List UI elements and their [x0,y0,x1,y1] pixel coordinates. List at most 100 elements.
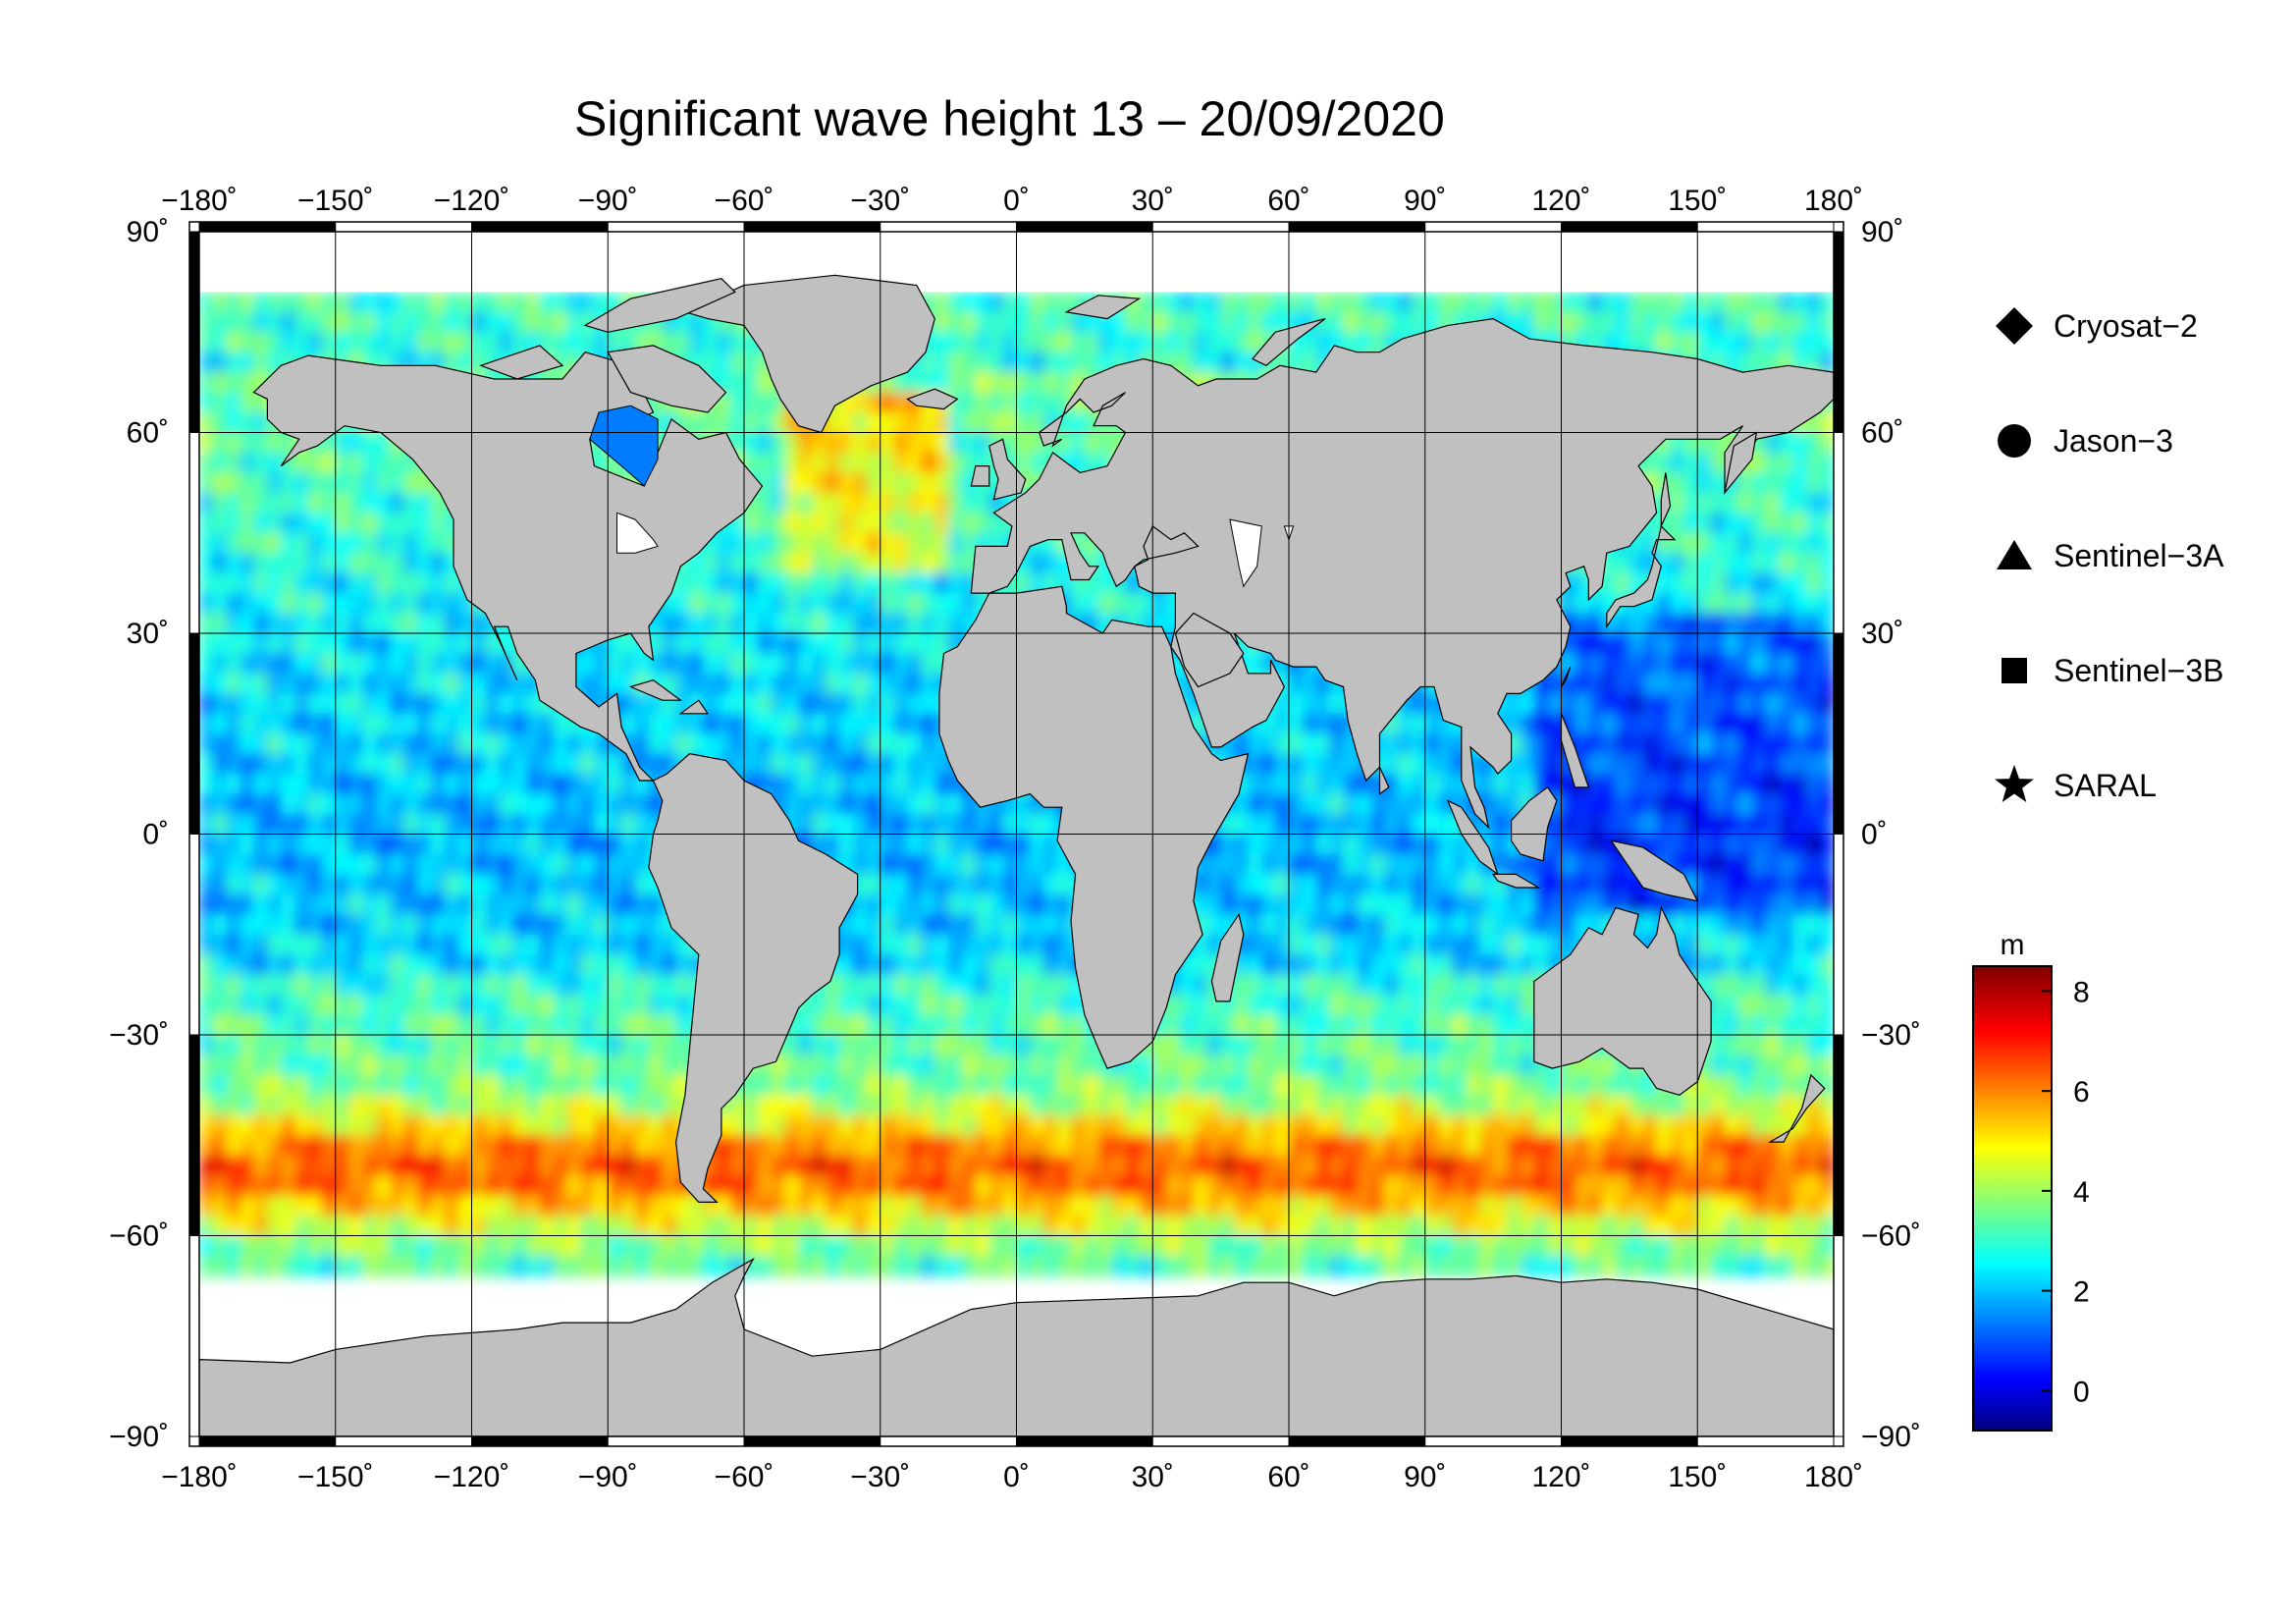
land-cuba [628,679,683,701]
land-sakhalin [1660,472,1672,527]
lat-tick-label-left: 90˚ [127,216,169,248]
land-australia [1533,905,1712,1096]
water-caspian-sea [1229,518,1262,588]
lon-tick-label-bottom: 150˚ [1668,1461,1727,1493]
frame-segment [743,221,881,233]
frame-segment [1151,1435,1290,1447]
lon-tick-label-bottom: 60˚ [1267,1461,1309,1493]
legend-label: Jason−3 [2054,423,2173,459]
colorbar-tick-label: 0 [2073,1376,2090,1408]
lon-tick-label-bottom: −120˚ [434,1461,510,1493]
lat-tick-label-right: −60˚ [1861,1220,1921,1253]
colorbar: m 8 6 4 2 0 [1972,929,2090,1432]
lat-tick-label-left: −60˚ [109,1220,169,1253]
frame-segment [471,1435,609,1447]
diamond-icon [1996,307,2033,345]
lat-tick-label-right: 0˚ [1861,819,1888,851]
frame-segment [607,221,745,233]
lon-tick-label-top: −180˚ [161,185,238,217]
frame-segment [1833,231,1844,433]
lon-tick-label-bottom: −60˚ [715,1461,774,1493]
lon-tick-label-top: 90˚ [1404,185,1446,217]
lon-tick-label-bottom: −180˚ [161,1461,238,1493]
legend-label: Sentinel−3A [2054,538,2224,573]
lat-tick-label-left: 60˚ [127,417,169,450]
square-icon [2002,658,2027,683]
map-frame [188,221,1844,1447]
lat-tick-label-right: 60˚ [1861,417,1903,450]
lon-tick-label-bottom: 90˚ [1404,1461,1446,1493]
frame-segment [1288,221,1426,233]
lon-tick-label-top: 180˚ [1804,185,1863,217]
lat-tick-label-right: −90˚ [1861,1421,1921,1453]
lon-tick-label-top: 30˚ [1132,185,1174,217]
lon-tick-label-top: −30˚ [850,185,910,217]
frame-segment [198,1435,337,1447]
legend-label: SARAL [2054,768,2157,803]
lon-tick-label-top: −120˚ [434,185,510,217]
legend-label: Sentinel−3B [2054,653,2223,688]
land-svalbard [1064,295,1142,320]
map-title: Significant wave height 13 – 20/09/2020 [574,91,1445,146]
frame-segment [188,632,200,835]
circle-icon [1998,424,2031,458]
frame-segment [880,1435,1017,1447]
land-iceland [906,388,959,410]
lat-tick-label-left: 30˚ [127,618,169,650]
frame-segment [1561,1435,1698,1447]
land-north-america [252,352,764,782]
frame-segment [188,834,200,1036]
land-java [1491,873,1541,889]
lon-tick-label-top: −90˚ [578,185,638,217]
frame-segment [1016,1435,1153,1447]
legend-label: Cryosat−2 [2054,308,2198,344]
lat-tick-label-left: 0˚ [142,819,169,851]
land-ireland [970,465,990,487]
frame-segment [743,1435,881,1447]
lon-tick-label-top: −60˚ [715,185,774,217]
frame-segment [1561,221,1698,233]
frame-segment [880,221,1017,233]
frame-segment [1288,1435,1426,1447]
water-great-lakes [616,512,659,554]
colorbar-tick-label: 8 [2073,976,2090,1008]
lon-tick-label-bottom: 120˚ [1531,1461,1590,1493]
lon-tick-label-bottom: 180˚ [1804,1461,1863,1493]
land-borneo [1510,785,1558,862]
lon-tick-label-bottom: 30˚ [1132,1461,1174,1493]
land-japan [1606,524,1677,629]
frame-segment [188,432,200,634]
frame-segment [607,1435,745,1447]
lat-tick-label-left: −30˚ [109,1019,169,1052]
colorbar-unit: m [2001,929,2025,961]
triangle-icon [1997,540,2032,569]
land-baffin [607,345,727,413]
satellite-legend: Cryosat−2 Jason−3 Sentinel−3A Sentinel−3B SA… [1995,307,2224,803]
lon-tick-label-bottom: −30˚ [850,1461,910,1493]
axis-tick-labels: −180˚ −180˚ −150˚ −150˚ −120˚ −120˚ −90˚ −90˚ −6… [109,185,1921,1493]
colorbar-tick-label: 4 [2073,1176,2090,1209]
frame-segment [471,221,609,233]
frame-segment [1833,834,1844,1036]
frame-segment [188,1235,200,1437]
frame-segment [1424,1435,1562,1447]
frame-segment [1016,221,1153,233]
lon-tick-label-top: 120˚ [1531,185,1590,217]
land-south-america [648,753,859,1204]
land-new-guinea [1610,839,1699,902]
frame-segment [188,1034,200,1236]
frame-segment [335,221,472,233]
land-eurasia [970,317,1834,830]
land-hispaniola [678,699,710,715]
land-sri-lanka [1378,767,1390,795]
land-arabia-fill [1174,612,1245,688]
frame-segment [1696,1435,1835,1447]
lon-tick-label-bottom: −90˚ [578,1461,638,1493]
lon-tick-label-bottom: 0˚ [1003,1461,1030,1493]
colorbar-tick-label: 6 [2073,1076,2090,1109]
frame-segment [1696,221,1835,233]
land-greenland [683,274,935,434]
lat-tick-label-left: −90˚ [109,1421,169,1453]
frame-segment [1833,632,1844,835]
